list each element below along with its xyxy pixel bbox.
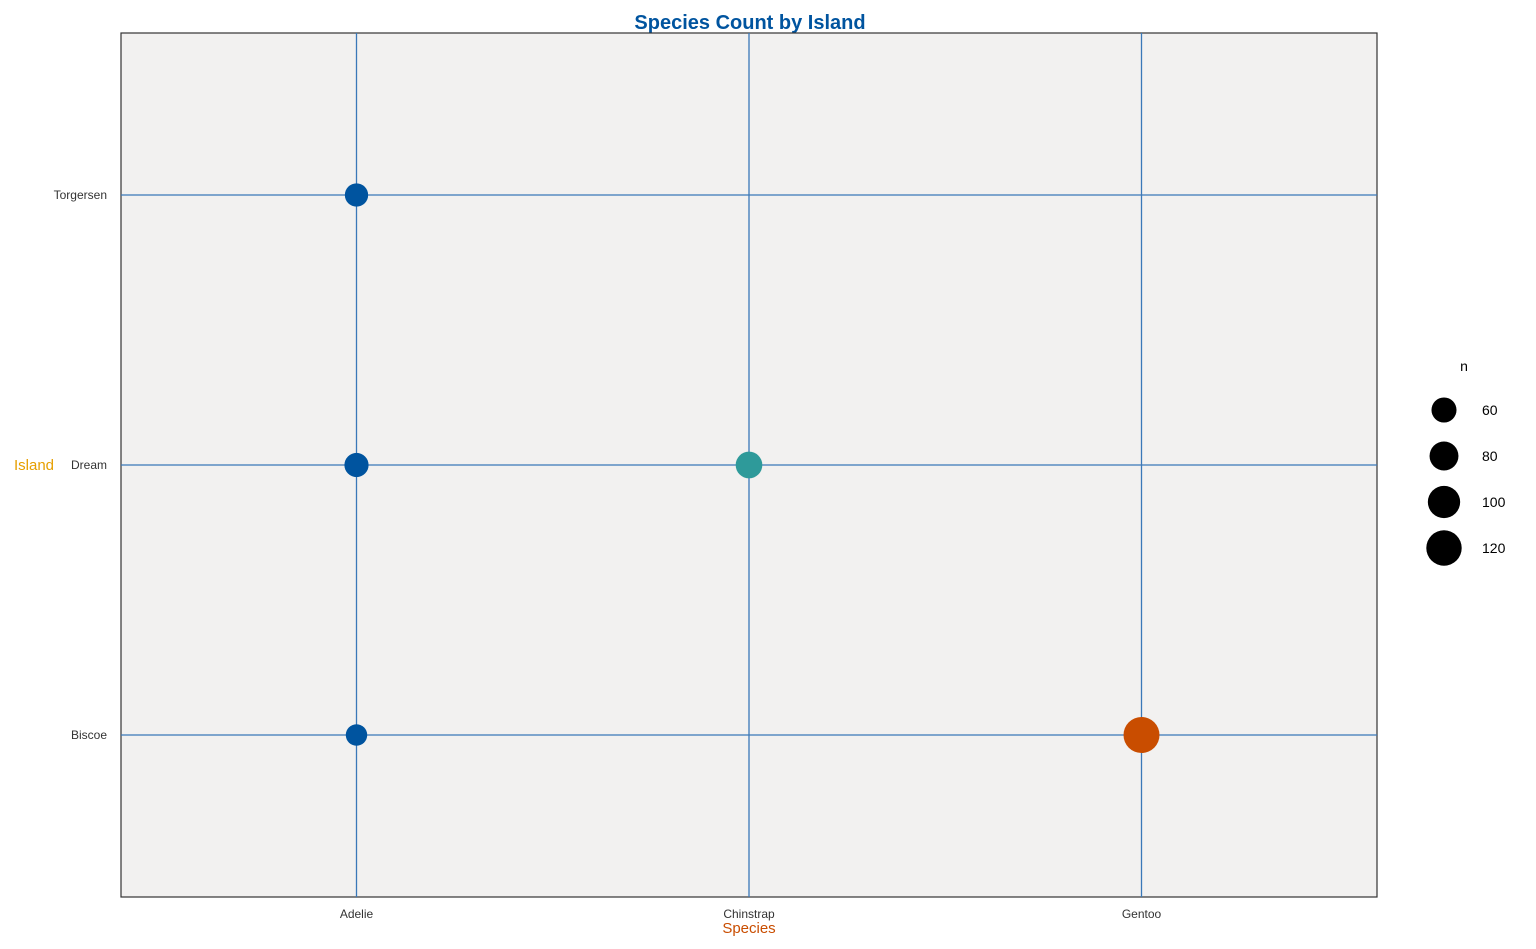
legend-key-60 <box>1431 397 1457 423</box>
y-axis-title: Island <box>14 457 54 474</box>
x-tick-gentoo: Gentoo <box>1122 907 1162 921</box>
y-tick-biscoe: Biscoe <box>71 728 107 742</box>
point-chinstrap-dream <box>735 451 763 479</box>
legend-title: n <box>1460 358 1468 374</box>
x-axis-title: Species <box>722 920 775 937</box>
legend-label-120: 120 <box>1482 540 1506 556</box>
y-tick-torgersen: Torgersen <box>54 188 107 202</box>
point-adelie-torgersen <box>344 183 369 207</box>
size-legend: n 60 80 100 120 <box>1426 358 1506 566</box>
point-adelie-dream <box>344 452 369 478</box>
point-adelie-biscoe <box>345 724 368 746</box>
y-tick-dream: Dream <box>71 458 107 472</box>
x-tick-labels: Adelie Chinstrap Gentoo <box>340 907 1162 921</box>
legend-label-60: 60 <box>1482 402 1498 418</box>
y-tick-labels: Biscoe Dream Torgersen <box>54 188 108 742</box>
point-gentoo-biscoe <box>1123 717 1160 753</box>
legend-label-80: 80 <box>1482 448 1498 464</box>
legend-key-100 <box>1427 485 1461 519</box>
x-tick-adelie: Adelie <box>340 907 374 921</box>
legend-key-80 <box>1429 441 1459 471</box>
legend-label-100: 100 <box>1482 494 1506 510</box>
chart-title: Species Count by Island <box>634 12 865 34</box>
legend-key-120 <box>1426 530 1462 566</box>
data-points <box>344 183 1160 753</box>
x-tick-chinstrap: Chinstrap <box>723 907 775 921</box>
